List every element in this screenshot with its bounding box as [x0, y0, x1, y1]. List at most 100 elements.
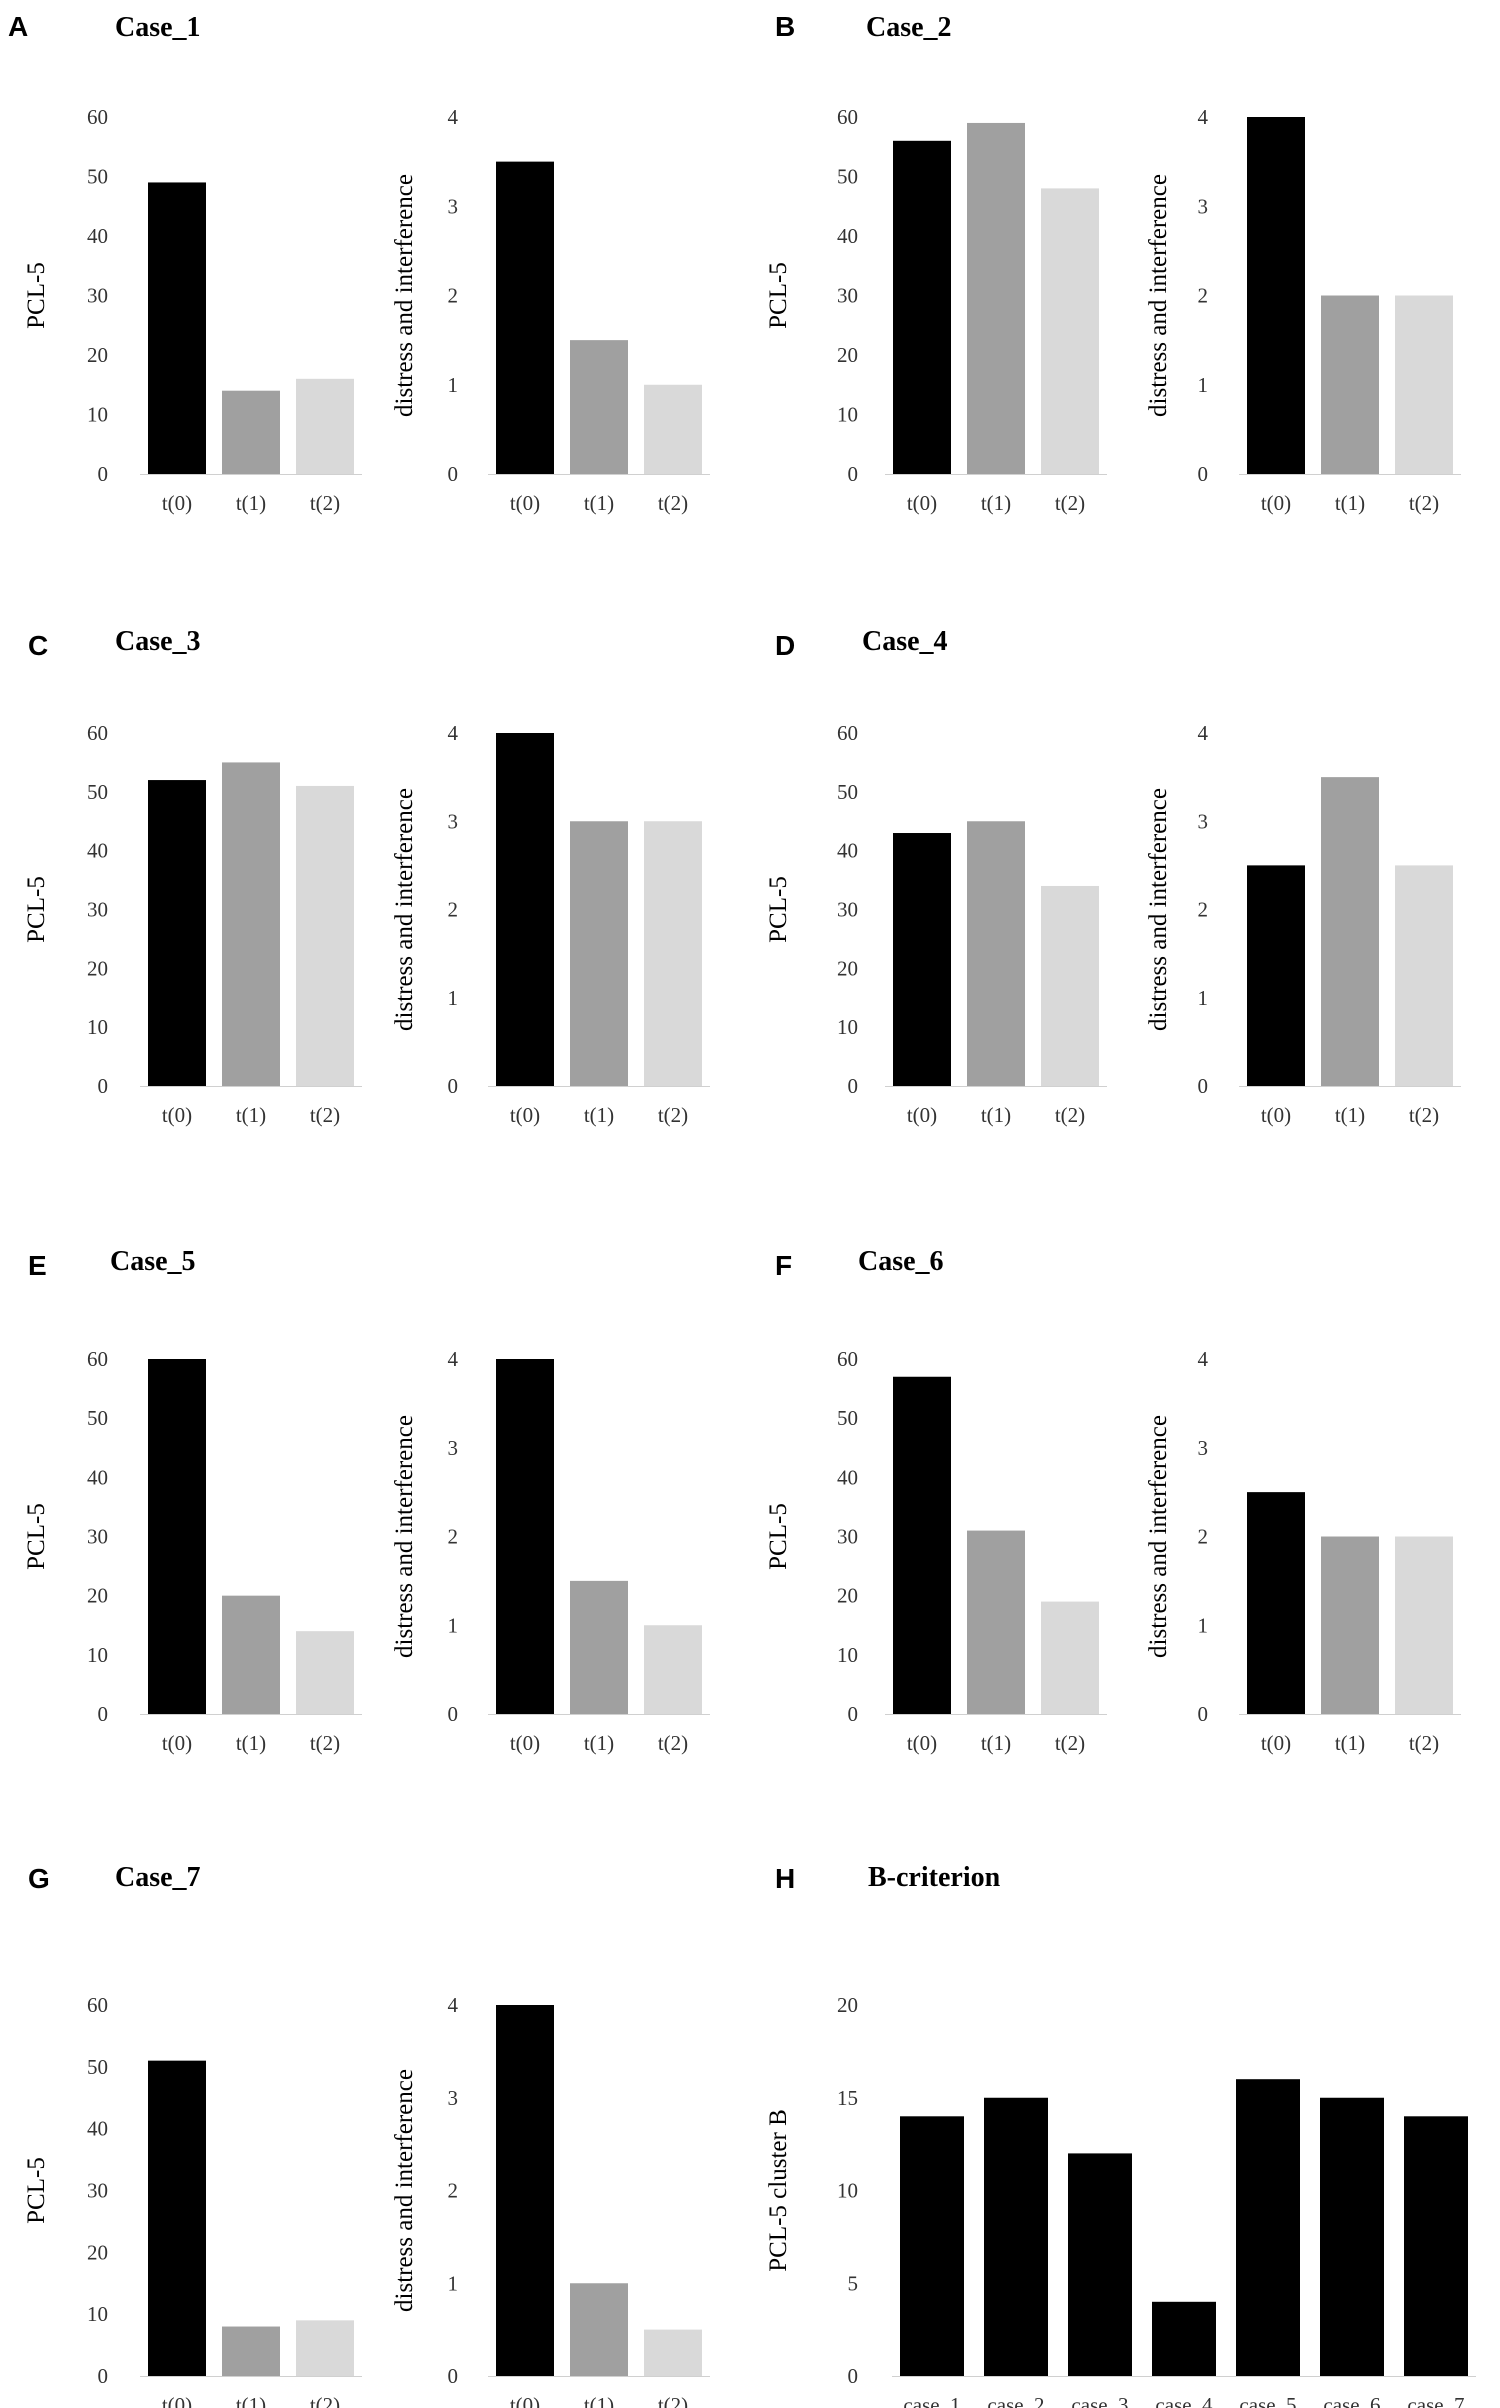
bar-t2: [644, 2329, 702, 2376]
y-tick-label: 20: [87, 343, 108, 367]
y-tick-label: 30: [837, 1525, 858, 1549]
panel-title-c: Case_3: [115, 626, 201, 657]
bar-t2: [644, 1625, 702, 1714]
panel-letter-d: D: [775, 630, 795, 661]
y-axis-title: PCL-5: [23, 262, 50, 329]
y-tick-label: 10: [87, 1643, 108, 1667]
x-tick-label: t(0): [907, 1731, 937, 1755]
y-tick-label: 3: [448, 194, 459, 218]
y-tick-label: 0: [1198, 1074, 1209, 1098]
y-tick-label: 2: [448, 898, 459, 922]
y-tick-label: 10: [87, 2302, 108, 2326]
y-tick-label: 60: [87, 721, 108, 745]
x-tick-label: t(2): [1055, 491, 1085, 515]
y-tick-label: 4: [448, 1993, 459, 2017]
x-tick-label: t(0): [162, 491, 192, 515]
y-tick-label: 60: [87, 1347, 108, 1371]
x-tick-label: t(0): [162, 1103, 192, 1127]
y-tick-label: 60: [837, 1347, 858, 1371]
x-tick-label: t(0): [510, 491, 540, 515]
x-tick-label: case_2: [987, 2393, 1044, 2408]
y-tick-label: 10: [837, 1015, 858, 1039]
y-tick-label: 40: [837, 1465, 858, 1489]
y-tick-label: 40: [87, 2117, 108, 2141]
bar-case_3: [1068, 2153, 1132, 2376]
x-tick-label: case_5: [1239, 2393, 1296, 2408]
y-tick-label: 4: [448, 1347, 459, 1371]
bar-case_7: [1404, 2116, 1468, 2376]
y-tick-label: 50: [837, 1406, 858, 1430]
y-tick-label: 1: [1198, 1613, 1209, 1637]
x-tick-label: t(0): [907, 491, 937, 515]
x-tick-label: t(2): [658, 1103, 688, 1127]
panel-title-a: Case_1: [115, 12, 201, 43]
bar-t2: [1395, 1536, 1453, 1714]
x-tick-label: t(2): [658, 1731, 688, 1755]
y-tick-label: 20: [837, 1993, 858, 2017]
bar-t2: [296, 2320, 354, 2376]
x-tick-label: t(2): [310, 1731, 340, 1755]
y-axis-title: PCL-5: [23, 1503, 50, 1570]
x-tick-label: t(1): [1335, 1731, 1365, 1755]
bar-t0: [893, 140, 951, 475]
y-tick-label: 60: [837, 105, 858, 129]
bar-t1: [222, 2326, 280, 2376]
panel-title-e: Case_5: [110, 1246, 196, 1277]
chart-case-3-distress: 0 1 2 3 4 distress and interference t(0) t(1) t(…: [391, 721, 710, 1127]
y-tick-label: 60: [837, 721, 858, 745]
x-tick-label: t(1): [1335, 1103, 1365, 1127]
x-tick-label: case_3: [1071, 2393, 1128, 2408]
panel-title-b: Case_2: [866, 12, 952, 43]
x-tick-label: t(0): [510, 2393, 540, 2408]
y-tick-label: 20: [87, 956, 108, 980]
panel-letter-h: H: [775, 1863, 795, 1894]
bar-t1: [222, 762, 280, 1086]
y-tick-label: 1: [448, 986, 459, 1010]
y-tick-label: 20: [837, 956, 858, 980]
y-tick-label: 0: [448, 1702, 459, 1726]
x-tick-label: t(0): [1261, 491, 1291, 515]
panel-title-d: Case_4: [862, 626, 948, 657]
bar-t0: [148, 182, 206, 474]
bar-t2: [296, 378, 354, 474]
x-tick-label: t(1): [584, 491, 614, 515]
x-tick-label: t(1): [236, 1103, 266, 1127]
panel-letter-f: F: [775, 1250, 792, 1281]
bar-t2: [296, 785, 354, 1086]
chart-case-5-pcl5: 0 10 20 30 40 50 60 PCL-5 t(0) t(1) t(2): [23, 1347, 362, 1755]
x-tick-label: t(0): [162, 1731, 192, 1755]
y-tick-label: 4: [448, 105, 459, 129]
y-tick-label: 0: [1198, 462, 1209, 486]
y-tick-label: 3: [448, 809, 459, 833]
panel-title-h: B-criterion: [868, 1862, 1001, 1893]
bar-t1: [570, 821, 628, 1086]
y-tick-label: 0: [98, 1074, 109, 1098]
panel-letter-b: B: [775, 11, 795, 42]
y-tick-label: 20: [837, 1584, 858, 1608]
y-tick-label: 10: [87, 1015, 108, 1039]
bar-t2: [644, 384, 702, 474]
y-tick-label: 50: [837, 780, 858, 804]
y-axis-title: PCL-5: [765, 1503, 792, 1570]
y-tick-label: 4: [448, 721, 459, 745]
x-tick-label: t(0): [510, 1731, 540, 1755]
y-tick-label: 60: [87, 1993, 108, 2017]
y-tick-label: 40: [87, 224, 108, 248]
x-tick-label: t(1): [236, 2393, 266, 2408]
bar-t0: [496, 733, 554, 1086]
x-tick-label: case_4: [1155, 2393, 1213, 2408]
bar-t0: [148, 1359, 206, 1714]
bar-t0: [148, 780, 206, 1086]
bar-t1: [570, 340, 628, 474]
bar-t1: [967, 821, 1025, 1086]
x-tick-label: t(0): [162, 2393, 192, 2408]
x-tick-label: case_6: [1323, 2393, 1380, 2408]
bar-case_2: [984, 2097, 1048, 2376]
chart-case-6-distress: 0 1 2 3 4 distress and interference t(0) t(1) t(…: [1145, 1347, 1461, 1755]
y-tick-label: 20: [837, 343, 858, 367]
chart-case-2-pcl5: 0 10 20 30 40 50 60 PCL-5 t(0) t(1) t(2): [765, 105, 1107, 515]
y-tick-label: 10: [837, 403, 858, 427]
y-tick-label: 15: [837, 2086, 858, 2110]
chart-case-4-distress: 0 1 2 3 4 distress and interference t(0) t(1) t(…: [1145, 721, 1461, 1127]
y-axis-title: distress and interference: [1145, 174, 1172, 417]
